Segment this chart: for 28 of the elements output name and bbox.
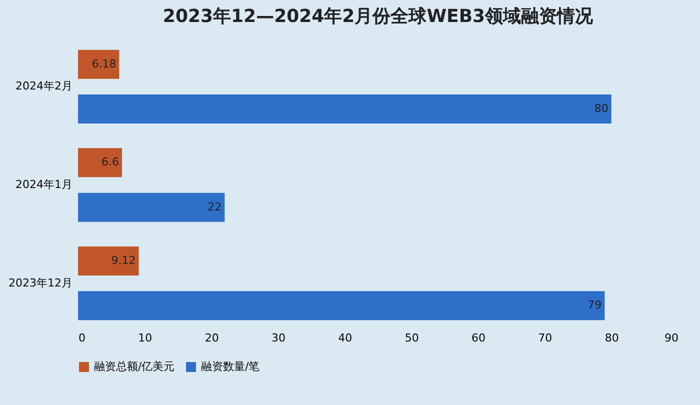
x-tick-label: 40 xyxy=(338,332,352,344)
bar xyxy=(78,291,605,320)
x-tick-label: 30 xyxy=(272,332,286,344)
y-tick-label: 2024年1月 xyxy=(16,178,72,191)
legend-label: 融资总额/亿美元 xyxy=(94,360,175,373)
data-label: 80 xyxy=(594,102,608,116)
bar xyxy=(78,246,139,276)
x-tick-label: 70 xyxy=(538,332,552,344)
bar xyxy=(78,94,612,124)
x-tick-label: 80 xyxy=(604,332,619,344)
data-label: 9.12 xyxy=(111,254,136,267)
x-tick-label: 50 xyxy=(404,332,419,344)
bar xyxy=(78,192,225,222)
data-label: 6.18 xyxy=(92,57,116,70)
x-tick-label: 0 xyxy=(78,332,86,344)
y-tick-label: 2024年2月 xyxy=(16,80,72,93)
data-label: 6.6 xyxy=(102,156,119,169)
x-tick-label: 60 xyxy=(472,332,486,344)
bar xyxy=(78,148,122,178)
data-label: 22 xyxy=(208,200,222,214)
x-tick-label: 90 xyxy=(664,332,678,344)
y-tick-label: 2023年12月 xyxy=(8,276,72,290)
x-tick-label: 20 xyxy=(204,332,219,344)
bar xyxy=(78,50,120,79)
x-tick-label: 10 xyxy=(138,332,152,344)
legend-label: 融资数量/笔 xyxy=(201,360,260,373)
data-label: 79 xyxy=(588,298,602,312)
chart-title: 2023年12—2024年2月份全球WEB3领域融资情况 xyxy=(162,6,594,27)
